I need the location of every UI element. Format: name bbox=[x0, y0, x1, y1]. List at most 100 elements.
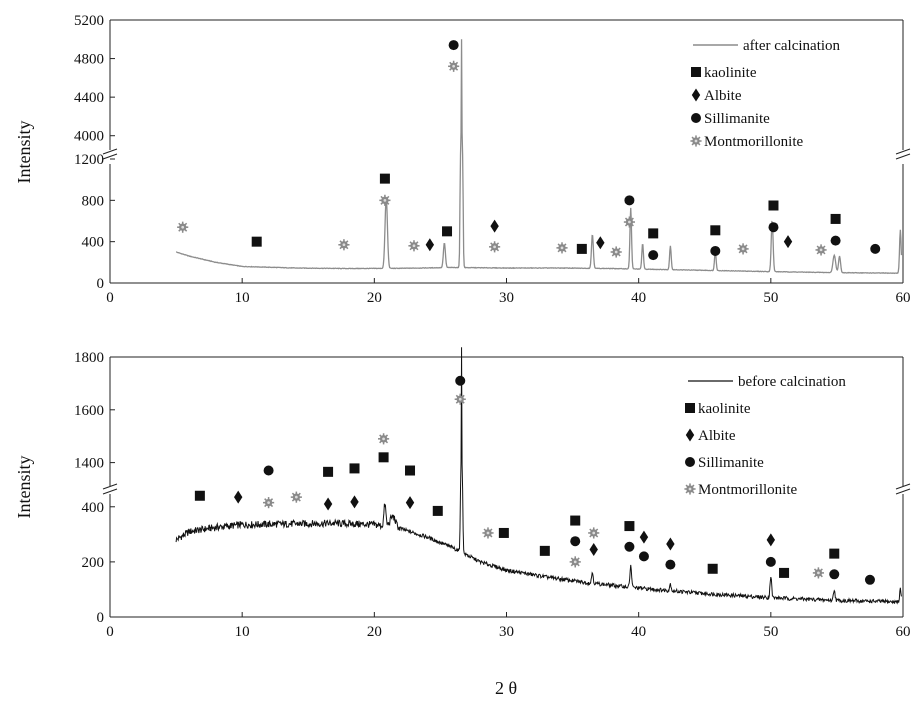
y-tick: 1200 bbox=[74, 152, 115, 168]
x-tick-label: 20 bbox=[367, 624, 382, 640]
sillimanite-marker bbox=[830, 235, 841, 246]
montmorillonite-marker bbox=[453, 392, 467, 406]
x-tick-label: 60 bbox=[896, 624, 911, 640]
y-tick: 400 bbox=[82, 235, 115, 251]
sillimanite-marker bbox=[870, 243, 881, 254]
axis-break-left bbox=[102, 148, 118, 160]
albite-icon bbox=[685, 428, 695, 442]
montmorillonite-marker bbox=[290, 490, 303, 504]
y-tick: 1600 bbox=[74, 403, 115, 419]
y-tick-label: 1200 bbox=[74, 152, 104, 168]
montmorillonite-marker bbox=[555, 241, 569, 255]
plot-frame bbox=[109, 19, 904, 284]
albite-marker bbox=[323, 497, 333, 511]
kaolinite-marker bbox=[830, 213, 841, 224]
legend: before calcination kaolinite Albite Sillim… bbox=[683, 374, 846, 498]
legend-entry-label: Albite bbox=[698, 428, 736, 444]
y-tick: 1400 bbox=[74, 456, 115, 472]
kaolinite-marker bbox=[710, 225, 721, 236]
axis-break-right bbox=[895, 483, 911, 495]
y-axis-title: Intensity bbox=[14, 121, 34, 184]
kaolinite-marker bbox=[570, 515, 581, 526]
sillimanite-marker bbox=[765, 556, 776, 567]
legend-entry-albite: Albite bbox=[685, 428, 736, 444]
x-tick: 0 bbox=[106, 278, 114, 306]
y-tick: 4000 bbox=[74, 129, 115, 145]
phase-markers bbox=[194, 375, 875, 585]
y-tick: 800 bbox=[82, 193, 115, 209]
legend-entry-label: Montmorillonite bbox=[704, 134, 804, 150]
montmorillonite-icon bbox=[683, 482, 697, 496]
x-tick: 20 bbox=[367, 612, 382, 640]
x-tick: 0 bbox=[106, 612, 114, 640]
after-calcination-panel: 0 10 20 30 40 50 60 0 400 800 1200 4000 4400 4800 520… bbox=[14, 13, 911, 306]
y-tick-label: 4400 bbox=[74, 90, 104, 106]
sillimanite-marker bbox=[648, 250, 659, 261]
kaolinite-marker bbox=[349, 463, 360, 474]
y-tick-label: 0 bbox=[97, 610, 105, 626]
x-ticks: 0 10 20 30 40 50 60 bbox=[106, 278, 911, 306]
x-tick: 60 bbox=[896, 612, 911, 640]
legend: after calcination kaolinite Albite Sillima… bbox=[689, 38, 841, 150]
y-tick-label: 5200 bbox=[74, 13, 104, 29]
x-tick-label: 40 bbox=[631, 624, 646, 640]
x-tick-label: 30 bbox=[499, 290, 514, 306]
legend-entry-label: kaolinite bbox=[704, 65, 757, 81]
sillimanite-marker bbox=[570, 536, 581, 547]
x-tick-label: 50 bbox=[763, 290, 778, 306]
x-tick-label: 60 bbox=[896, 290, 911, 306]
x-tick-label: 20 bbox=[367, 290, 382, 306]
legend-entry-montmorillonite: Montmorillonite bbox=[689, 134, 804, 150]
sillimanite-marker bbox=[455, 375, 466, 386]
montmorillonite-marker bbox=[623, 215, 636, 229]
x-tick-label: 50 bbox=[763, 624, 778, 640]
legend-entry-label: Sillimanite bbox=[698, 455, 764, 471]
sillimanite-marker bbox=[448, 40, 459, 51]
albite-icon bbox=[691, 88, 701, 102]
legend-entry-label: Montmorillonite bbox=[698, 482, 798, 498]
montmorillonite-marker bbox=[176, 220, 190, 234]
sillimanite-marker bbox=[768, 222, 779, 233]
x-tick: 20 bbox=[367, 278, 382, 306]
kaolinite-marker bbox=[707, 563, 718, 574]
y-tick: 0 bbox=[97, 610, 115, 626]
x-tick: 40 bbox=[631, 278, 646, 306]
montmorillonite-marker bbox=[378, 193, 392, 207]
legend-entry-kaolinite: kaolinite bbox=[691, 65, 757, 81]
montmorillonite-marker bbox=[736, 242, 750, 256]
montmorillonite-marker bbox=[609, 245, 623, 259]
y-tick-label: 400 bbox=[82, 235, 105, 251]
x-tick-label: 40 bbox=[631, 290, 646, 306]
legend-entry-sillimanite: Sillimanite bbox=[685, 455, 764, 471]
kaolinite-marker bbox=[442, 226, 453, 237]
sillimanite-marker bbox=[665, 559, 676, 570]
kaolinite-icon bbox=[685, 403, 695, 413]
kaolinite-marker bbox=[768, 200, 779, 211]
y-tick: 5200 bbox=[74, 13, 115, 29]
albite-marker bbox=[350, 495, 359, 509]
series-before-calcination bbox=[175, 347, 902, 605]
montmorillonite-marker bbox=[568, 555, 582, 569]
sillimanite-icon bbox=[691, 113, 701, 123]
y-tick-label: 1600 bbox=[74, 403, 104, 419]
kaolinite-marker bbox=[251, 236, 262, 247]
x-tick: 30 bbox=[499, 278, 514, 306]
kaolinite-marker bbox=[498, 527, 509, 538]
x-tick: 30 bbox=[499, 612, 514, 640]
legend-entry-kaolinite: kaolinite bbox=[685, 401, 751, 417]
kaolinite-marker bbox=[405, 465, 416, 476]
y-tick: 200 bbox=[82, 555, 115, 571]
x-ticks: 0 10 20 30 40 50 60 bbox=[106, 612, 911, 640]
kaolinite-marker bbox=[779, 567, 790, 578]
legend-entry-label: Sillimanite bbox=[704, 111, 770, 127]
montmorillonite-marker bbox=[447, 59, 460, 73]
legend-entry-label: kaolinite bbox=[698, 401, 751, 417]
montmorillonite-marker bbox=[587, 526, 601, 540]
kaolinite-marker bbox=[432, 505, 443, 516]
albite-marker bbox=[425, 238, 435, 252]
montmorillonite-icon bbox=[689, 134, 703, 148]
before-calcination-panel: 0 10 20 30 40 50 60 0 200 400 1400 1600 1800 Intens… bbox=[14, 347, 911, 698]
y-ticks: 0 400 800 1200 4000 4400 4800 5200 bbox=[74, 13, 115, 292]
kaolinite-marker bbox=[829, 548, 840, 559]
